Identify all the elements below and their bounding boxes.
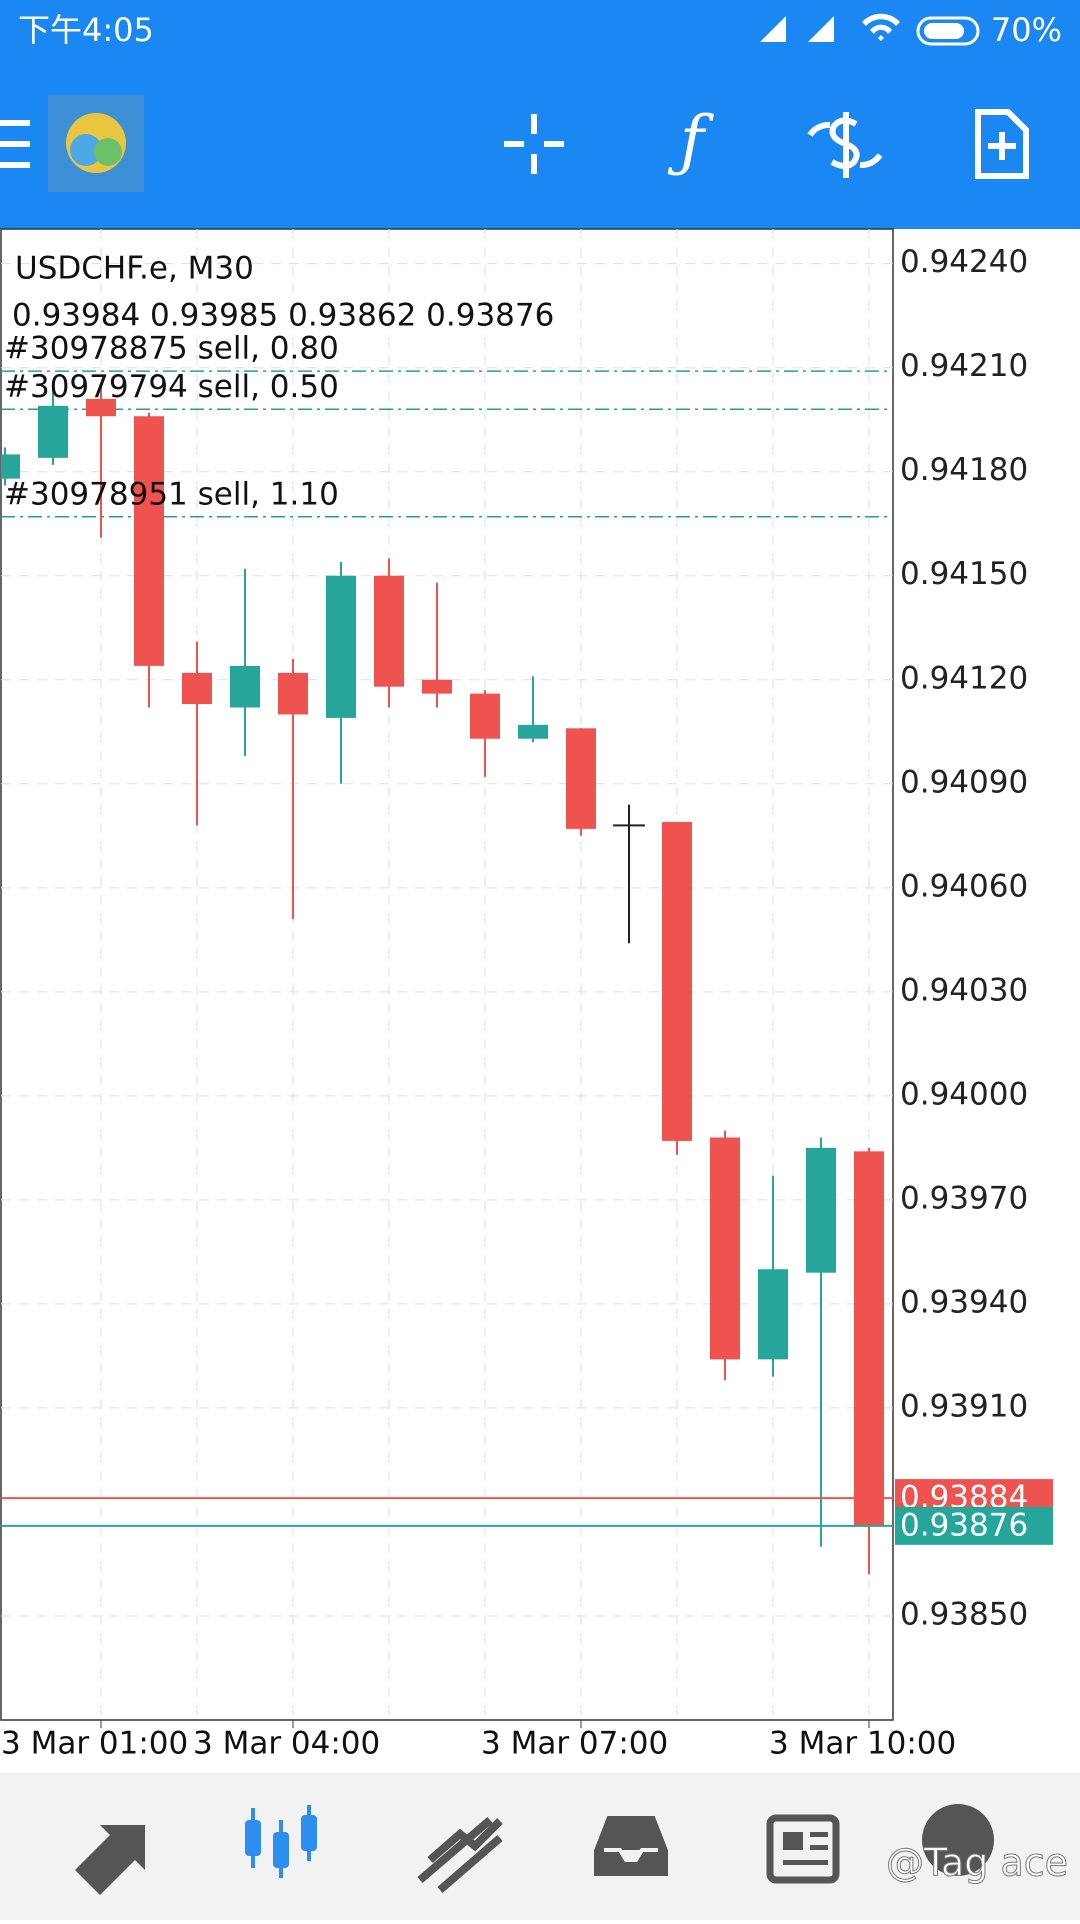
y-tick-label: 0.94240 bbox=[900, 244, 1028, 280]
x-tick-label: 3 Mar 07:00 bbox=[481, 1726, 668, 1762]
bid-label-bg bbox=[895, 1506, 1053, 1545]
candle-body bbox=[566, 728, 596, 829]
y-tick-label: 0.94180 bbox=[900, 452, 1028, 488]
nav-quotes[interactable] bbox=[75, 1825, 145, 1895]
order-label: #30978875 sell, 0.80 bbox=[4, 331, 339, 367]
candle-body bbox=[326, 575, 356, 718]
header-bg bbox=[0, 0, 1080, 229]
y-tick-label: 0.94210 bbox=[900, 348, 1028, 384]
y-tick-label: 0.94090 bbox=[900, 764, 1028, 800]
y-tick-label: 0.93850 bbox=[900, 1596, 1028, 1632]
candle-body bbox=[758, 1269, 788, 1360]
candle-body bbox=[806, 1147, 836, 1273]
ohlc-label: 0.93984 0.93985 0.93862 0.93876 bbox=[12, 298, 554, 334]
candle-body bbox=[854, 1151, 884, 1526]
bottom-nav bbox=[0, 1773, 1080, 1920]
x-tick-label: 3 Mar 01:00 bbox=[1, 1726, 188, 1762]
y-tick-label: 0.93940 bbox=[900, 1284, 1028, 1320]
chart bbox=[1, 229, 893, 1720]
candle-body bbox=[38, 405, 68, 458]
candle-body bbox=[134, 416, 164, 666]
status-battery: 70% bbox=[991, 11, 1062, 49]
order-label: #30978951 sell, 1.10 bbox=[4, 476, 339, 512]
x-tick-label: 3 Mar 10:00 bbox=[769, 1726, 956, 1762]
nav-trade[interactable] bbox=[417, 1816, 503, 1894]
candle-body bbox=[613, 824, 645, 827]
status-icons bbox=[760, 13, 980, 46]
candle-body bbox=[1, 454, 20, 479]
menu-button[interactable] bbox=[0, 120, 30, 168]
nav-chart[interactable] bbox=[245, 1805, 317, 1878]
x-tick-label: 3 Mar 04:00 bbox=[193, 1726, 380, 1762]
trade-button[interactable] bbox=[807, 112, 883, 178]
candle-body bbox=[518, 724, 548, 739]
candle-body bbox=[470, 693, 500, 739]
nav-icons bbox=[75, 1804, 994, 1895]
order-label: #30979794 sell, 0.50 bbox=[4, 369, 339, 405]
bid-label: 0.93876 bbox=[900, 1507, 1028, 1543]
y-tick-label: 0.94060 bbox=[900, 868, 1028, 904]
candle-body bbox=[374, 575, 404, 687]
candle-body bbox=[662, 821, 692, 1141]
candle-body bbox=[86, 398, 116, 417]
candle-body bbox=[230, 665, 260, 708]
y-tick-label: 0.94030 bbox=[900, 972, 1028, 1008]
chart-symbol: USDCHF.e, M30 bbox=[15, 251, 254, 287]
candle-body bbox=[182, 672, 212, 705]
watermark: @Tag ace bbox=[886, 1841, 1068, 1885]
y-tick-label: 0.93910 bbox=[900, 1388, 1028, 1424]
candle-body bbox=[422, 679, 452, 694]
crosshair-button[interactable] bbox=[504, 114, 564, 174]
status-time: 下午4:05 bbox=[18, 11, 154, 49]
y-tick-label: 0.93970 bbox=[900, 1180, 1028, 1216]
app-logo[interactable] bbox=[48, 95, 144, 192]
y-tick-label: 0.94000 bbox=[900, 1076, 1028, 1112]
new-order-button[interactable] bbox=[975, 109, 1029, 179]
nav-chat[interactable] bbox=[922, 1804, 994, 1876]
candle-body bbox=[278, 672, 308, 715]
y-tick-label: 0.94150 bbox=[900, 556, 1028, 592]
nav-news[interactable] bbox=[766, 1814, 840, 1884]
y-tick-label: 0.94120 bbox=[900, 660, 1028, 696]
candle-body bbox=[710, 1137, 740, 1360]
nav-history[interactable] bbox=[590, 1812, 672, 1880]
